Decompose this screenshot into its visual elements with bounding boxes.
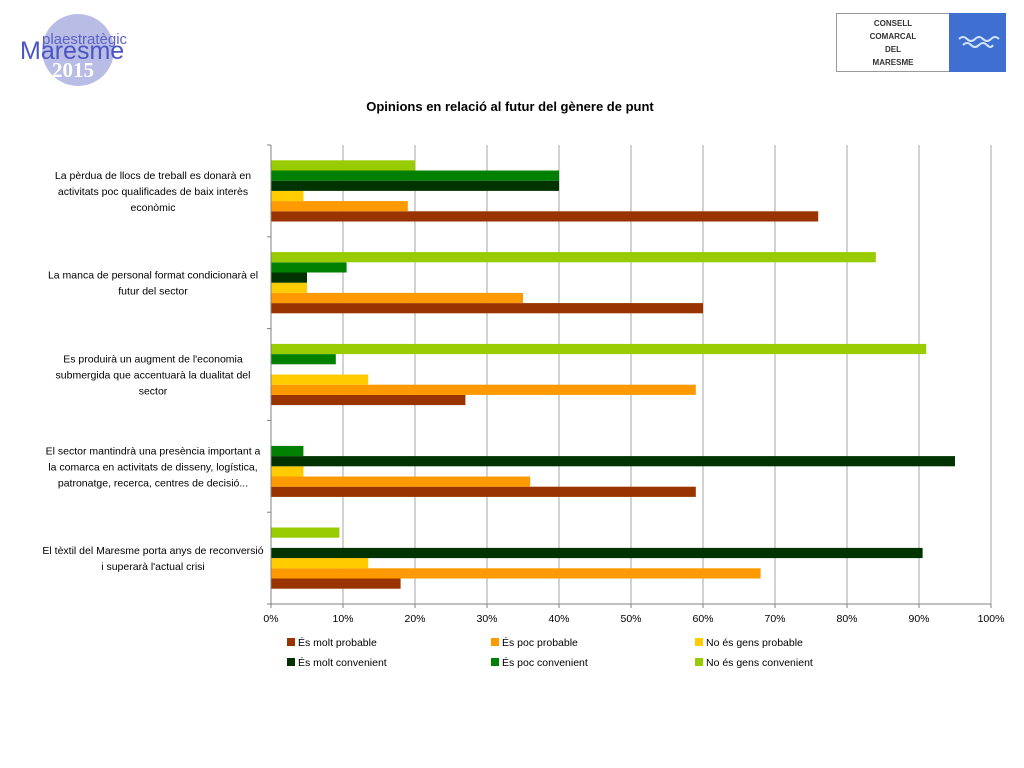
bar [271,252,876,263]
bar [271,190,304,202]
x-tick-label: 30% [476,613,497,625]
legend-swatch [695,658,703,666]
consell-comarcal-logo: CONSELL COMARCAL DEL MARESME [836,13,1008,74]
bar [271,476,531,487]
consell-comarcal-emblem [949,13,1006,72]
plaestrategic-logo: plaestratègic Maresme 2015 [20,14,128,86]
legend-swatch [287,658,295,666]
bar [271,201,408,212]
category-label: El tèxtil del Maresme porta anys de reco… [42,545,263,557]
bar [271,394,466,406]
x-tick-label: 40% [548,613,569,625]
wave-emblem-icon [958,36,1000,48]
bar [271,343,927,355]
cc-line-2: COMARCAL [869,32,917,41]
bar [271,262,347,273]
bar [271,303,703,314]
logo-text-2015: 2015 [52,58,94,82]
category-label: El sector mantindrà una presència import… [46,445,261,457]
x-tick-label: 0% [263,613,278,625]
bar [271,374,369,385]
bar [271,456,955,467]
category-label: i superarà l'actual crisi [101,561,205,573]
bar [271,568,761,579]
bar [271,578,401,589]
consell-comarcal-text-box: CONSELL COMARCAL DEL MARESME [836,13,950,72]
x-tick-label: 100% [978,613,1005,625]
x-tick-label: 60% [692,613,713,625]
category-label: submergida que accentuarà la dualitat de… [56,370,251,382]
category-label: La pèrdua de llocs de treball es donarà … [55,170,251,182]
legend-swatch [695,638,703,646]
category-label: la comarca en activitats de disseny, log… [48,461,257,473]
logo-circle [42,14,114,86]
bar [271,445,304,457]
legend-label: És poc convenient [502,656,588,669]
bar [271,292,523,304]
x-tick-label: 50% [620,613,641,625]
category-label: La manca de personal format condicionarà… [48,270,258,282]
legend-swatch [491,658,499,666]
x-tick-label: 70% [764,613,785,625]
category-label: futur del sector [118,286,188,298]
logo-text-plaestrategic: plaestratègic [42,31,128,48]
bar [271,466,304,477]
bar [271,527,340,538]
x-tick-label: 80% [836,613,857,625]
category-label: econòmic [131,202,176,214]
bar [271,180,559,191]
category-label: Es produirà un augment de l'economia [63,354,243,366]
legend-label: És molt probable [298,636,377,649]
chart-title: Opinions en relació al futur del gènere … [366,99,654,114]
x-tick-label: 20% [404,613,425,625]
bar [271,558,369,569]
category-label: activitats poc qualificades de baix inte… [58,186,248,198]
legend-label: No és gens probable [706,637,803,649]
bar [271,282,307,293]
legend-label: No és gens convenient [706,657,813,669]
bar [271,384,696,395]
cc-line-1: CONSELL [873,19,913,28]
x-tick-label: 10% [332,613,353,625]
category-label: patronatge, recerca, centres de decisió.… [58,477,248,489]
x-tick-label: 90% [908,613,929,625]
cc-line-4: MARESME [872,58,914,67]
category-label: sector [139,386,168,398]
bar [271,170,559,181]
bar [271,354,336,365]
legend-label: És poc probable [502,636,578,649]
legend-label: És molt convenient [298,656,387,669]
legend-swatch [491,638,499,646]
legend-swatch [287,638,295,646]
bar [271,211,819,222]
bar [271,486,696,497]
cc-line-3: DEL [885,45,901,54]
bar [271,272,307,283]
logo-text-maresme: Maresme [20,37,124,65]
bar [271,160,415,171]
bar [271,547,923,559]
